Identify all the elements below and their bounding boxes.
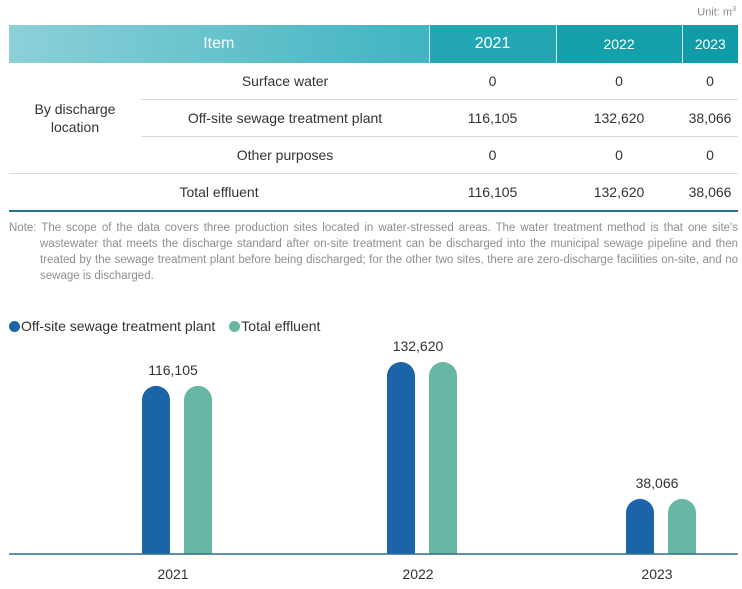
unit-label: Unit: m3 [697, 6, 736, 19]
unit-superscript: 3 [732, 6, 736, 13]
legend-swatch-offsite [9, 320, 20, 332]
header-2023: 2023 [682, 25, 738, 63]
row-label: Surface water [141, 63, 430, 100]
cell-value: 0 [682, 136, 738, 174]
legend-item-offsite: Off-site sewage treatment plant [9, 318, 215, 334]
group-label-text: By discharge location [34, 101, 116, 135]
cell-value: 0 [429, 136, 557, 174]
row-label: Other purposes [141, 136, 430, 174]
total-value: 116,105 [429, 173, 557, 212]
legend-label-offsite: Off-site sewage treatment plant [21, 318, 216, 334]
bar-offsite-2023 [626, 498, 654, 554]
x-tick-label-2021: 2021 [157, 566, 188, 582]
bar-offsite-2021 [142, 385, 170, 554]
x-tick-label-2022: 2022 [402, 566, 433, 582]
cell-value: 132,620 [556, 99, 683, 137]
table-total-row: Total effluent 116,105 132,620 38,066 [9, 173, 738, 212]
bar-total-2023 [668, 498, 696, 554]
cell-value: 0 [429, 63, 557, 100]
data-label-2023: 38,066 [636, 475, 679, 491]
group-label-discharge-location: By discharge location [9, 63, 141, 174]
bar-chart: 116,105 2021 132,620 2022 38,066 2023 [9, 338, 738, 582]
effluent-table: Item 2021 2022 2023 By discharge locatio… [9, 25, 738, 212]
cell-value: 0 [556, 136, 683, 174]
unit-prefix: Unit: m [697, 6, 733, 19]
table-header-row: Item 2021 2022 2023 [9, 25, 738, 63]
header-2022: 2022 [556, 25, 683, 63]
total-label: Total effluent [9, 173, 430, 212]
row-label: Off-site sewage treatment plant [141, 99, 430, 137]
table-row: Other purposes 0 0 0 [9, 136, 738, 174]
chart-legend: Off-site sewage treatment plant Total ef… [9, 318, 334, 334]
total-value: 38,066 [682, 173, 738, 212]
bar-offsite-2022 [387, 362, 415, 554]
cell-value: 38,066 [682, 99, 738, 137]
legend-label-total: Total effluent [241, 318, 321, 334]
bar-total-2021 [184, 385, 212, 554]
table-row: By discharge location Surface water 0 0 … [9, 63, 738, 174]
bar-total-2022 [429, 362, 457, 554]
note-text: Note: The scope of the data covers three… [9, 222, 738, 282]
cell-value: 0 [556, 63, 683, 100]
header-item: Item [9, 25, 430, 63]
cell-value: 0 [682, 63, 738, 100]
header-2021: 2021 [429, 25, 557, 63]
x-tick-label-2023: 2023 [641, 566, 672, 582]
legend-swatch-total [229, 320, 241, 332]
table-row: Off-site sewage treatment plant 116,105 … [9, 99, 738, 137]
cell-value: 116,105 [429, 99, 557, 137]
legend-item-total: Total effluent [229, 318, 320, 334]
data-label-2021: 116,105 [148, 362, 198, 378]
total-value: 132,620 [556, 173, 683, 212]
data-label-2022: 132,620 [393, 338, 444, 354]
